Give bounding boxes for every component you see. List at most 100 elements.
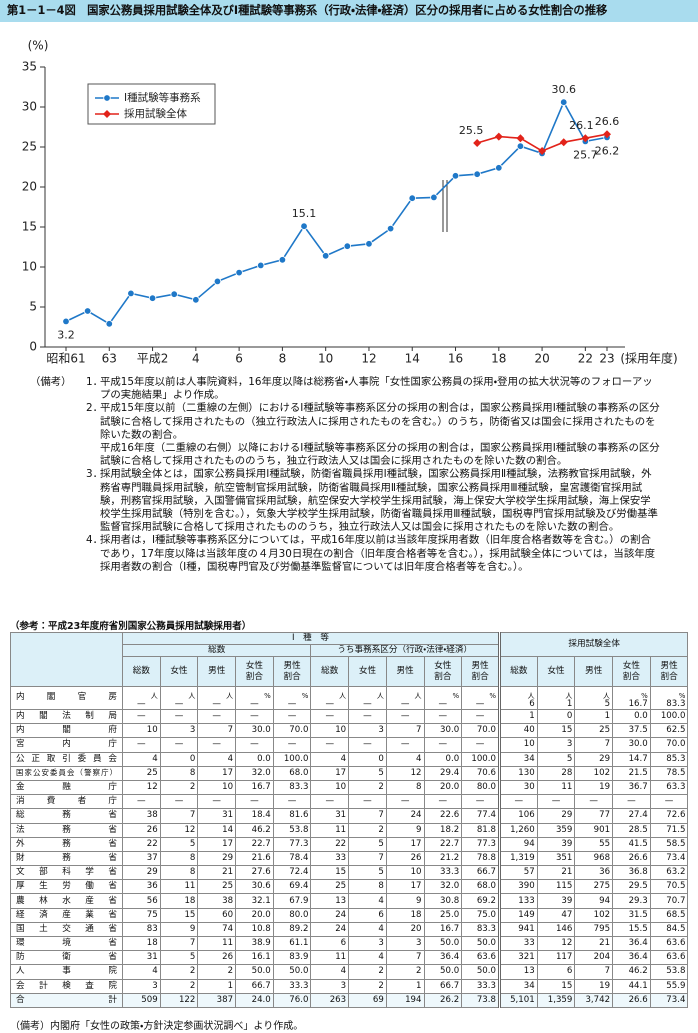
cell-value: 17 xyxy=(335,767,347,778)
cell-value: 36.7 xyxy=(628,782,648,793)
cell: 57 xyxy=(497,865,538,881)
cell: 100.0 xyxy=(461,751,500,767)
cell: 351 xyxy=(536,850,576,867)
cell: 33.3 xyxy=(272,978,312,994)
cell-value: 47 xyxy=(561,909,573,920)
cell: 19 xyxy=(574,779,614,796)
cell-value: 15 xyxy=(184,909,196,920)
cell-value: 2 xyxy=(378,966,384,977)
cell-value: 7 xyxy=(604,966,611,977)
column-header: 総数 xyxy=(122,656,161,687)
table-row: 内閣府 10 3 7 30.0 70.0 10 3 7 30.0 70.0 40 15 25 37.5 62.… xyxy=(10,723,689,739)
cell-value: 10 xyxy=(523,739,535,750)
cell-value: 24 xyxy=(410,810,422,821)
cell: 9 xyxy=(385,893,425,909)
cell: 50.0 xyxy=(423,935,463,952)
cell-value: 22 xyxy=(146,838,158,849)
cell: 46.2 xyxy=(612,964,651,980)
x-tick-label: 22 xyxy=(578,352,593,366)
cell-value: 14.7 xyxy=(628,753,648,764)
cell-value: 795 xyxy=(593,923,611,934)
cell-value: 38.9 xyxy=(251,938,271,949)
cell-value: 80.0 xyxy=(476,782,496,793)
cell: 26.6 xyxy=(612,992,651,1008)
cell: 77 xyxy=(574,808,614,824)
cell: — xyxy=(159,708,199,725)
cell: 75.0 xyxy=(461,907,500,923)
cell: 17 xyxy=(310,765,350,781)
cell-value: 4 xyxy=(416,753,422,764)
cell: — xyxy=(272,737,312,753)
cell-value: 38 xyxy=(222,895,234,906)
cell: 15 xyxy=(536,723,576,739)
cell-value: 0.0 xyxy=(445,753,460,764)
cell-value: 3 xyxy=(566,739,573,750)
column-header-text: 女性割合 xyxy=(245,661,263,682)
cell: 5 xyxy=(536,751,576,767)
unit: 人 xyxy=(226,691,234,700)
cell: 56 xyxy=(122,893,161,909)
table-row: 人事院 4 2 2 50.0 50.0 4 2 2 50.0 50.0 13 6 7 46.2 53.8 xyxy=(10,964,689,980)
note-text: 平成15年度以前は人事院資料，16年度以降は総務省・人事院「女性国家公務員の採用… xyxy=(100,376,653,402)
cell: 30.8 xyxy=(423,893,463,909)
cell: 146 xyxy=(536,921,576,938)
data-point xyxy=(408,194,416,202)
cell-value: 1,359 xyxy=(547,994,573,1005)
cell-value: 17 xyxy=(222,838,234,849)
cell-value: — xyxy=(438,796,448,807)
cell: 44.1 xyxy=(612,978,651,994)
cell: — xyxy=(461,708,500,725)
y-tick-label: 30 xyxy=(22,100,37,114)
cell: 10 xyxy=(122,723,161,739)
x-tick-label: 昭和61 xyxy=(46,352,85,366)
cell: 26.6 xyxy=(612,850,651,867)
cell: 1,319 xyxy=(497,850,538,867)
cell: 61.1 xyxy=(272,935,312,952)
cell-value: 1 xyxy=(566,698,573,709)
cell-value: 36.8 xyxy=(628,867,648,878)
cell-value: 50.0 xyxy=(289,966,309,977)
unit: % xyxy=(678,691,686,700)
cell-value: — xyxy=(250,711,259,722)
cell-value: 387 xyxy=(216,994,234,1005)
table-row: 消費者庁 — — — — — — — — — — — — — — — xyxy=(10,794,689,810)
cell: 16.7 xyxy=(423,921,463,938)
cell: 31.5 xyxy=(612,907,651,923)
cell-value: — xyxy=(627,796,636,807)
cell: — xyxy=(235,708,274,725)
cell: 38 xyxy=(122,808,161,824)
cell: — xyxy=(235,794,274,810)
cell-value: 70.0 xyxy=(289,725,309,736)
cell-value: 18.2 xyxy=(440,824,460,835)
table-row: 会計検査院 3 2 1 66.7 33.3 3 2 1 66.7 33.3 34 15 19 44.1 55.… xyxy=(10,978,689,994)
cell: 18 xyxy=(122,935,161,952)
data-label: 15.1 xyxy=(292,207,317,220)
cell-value: 30.0 xyxy=(628,739,648,750)
cell: 941 xyxy=(497,921,538,938)
cell-value: 21 xyxy=(222,867,234,878)
cell-value: 30.0 xyxy=(440,725,460,736)
x-axis-label: (採用年度) xyxy=(620,352,677,366)
cell-value: 39 xyxy=(561,838,573,849)
cell: 36.4 xyxy=(612,935,651,952)
cell-value: 4 xyxy=(152,966,158,977)
cell: 39 xyxy=(536,893,576,909)
cell-value: 18 xyxy=(184,895,196,906)
row-name: 内閣府 xyxy=(10,723,123,739)
cell-value: 70.5 xyxy=(666,881,686,892)
cell-value: 50.0 xyxy=(440,966,460,977)
cell-value: — xyxy=(174,711,184,722)
data-point xyxy=(148,294,157,302)
cell-value: 32.1 xyxy=(251,895,271,906)
cell-value: — xyxy=(400,711,410,722)
cell: 68.0 xyxy=(272,765,312,781)
cell-value: 30.8 xyxy=(440,895,460,906)
cell-value: 27.6 xyxy=(251,867,271,878)
column-header-text: 女性割合 xyxy=(622,661,640,682)
note-number: 3． xyxy=(86,468,104,481)
row-name: 農林水産省 xyxy=(10,893,123,909)
cell: 80.0 xyxy=(272,907,312,923)
table-row: 公正取引委員会 4 0 4 0.0 100.0 4 0 4 0.0 100.0 34 5 29 14.7 85… xyxy=(10,751,689,767)
column-header-text: 男性 xyxy=(396,666,414,677)
